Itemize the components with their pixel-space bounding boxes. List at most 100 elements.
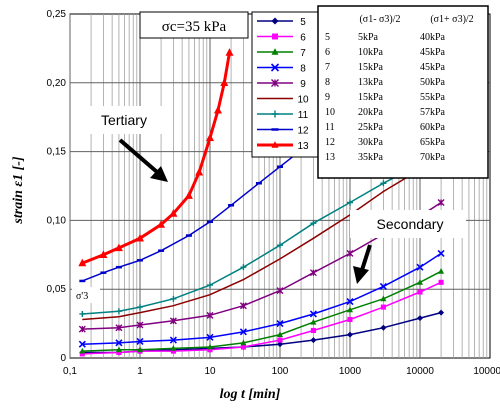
table-cell: 7 <box>325 62 330 73</box>
series-layer <box>78 48 445 357</box>
series-point-8 <box>169 336 177 344</box>
table-header-mean: (σ1+ σ3)/2 <box>430 14 473 25</box>
series-point-6 <box>116 349 122 356</box>
series-point-5 <box>417 315 423 322</box>
table-cell: 20kPa <box>358 107 384 118</box>
legend-label-9: 9 <box>300 79 306 90</box>
table-cell: 70kPa <box>420 152 446 163</box>
series-point-8 <box>136 337 144 346</box>
legend-label-7: 7 <box>300 48 306 59</box>
series-point-8 <box>416 263 424 271</box>
legend-marker-5 <box>271 17 279 25</box>
series-point-7 <box>380 295 387 302</box>
series-point-8 <box>309 310 317 318</box>
series-point-8 <box>346 298 354 306</box>
series-point-5 <box>310 337 317 344</box>
series-point-6 <box>310 327 316 334</box>
confining-stress-box: σc=35 kPa <box>139 11 249 39</box>
legend-marker-8 <box>270 63 280 72</box>
tertiary-arrowhead <box>150 166 168 182</box>
tertiary-annotation: Tertiary <box>76 106 172 182</box>
x-tick-label: 10 <box>204 366 216 377</box>
table-cell: 55kPa <box>420 92 446 103</box>
legend-label-5: 5 <box>300 17 306 28</box>
series-point-9 <box>346 249 354 257</box>
series-point-6 <box>417 289 423 295</box>
series-point-11 <box>207 282 213 289</box>
table-cell: 13kPa <box>358 77 384 88</box>
series-point-8 <box>239 328 247 336</box>
series-point-13 <box>78 258 87 267</box>
y-tick-label: 0 <box>60 353 66 364</box>
series-point-7 <box>207 343 213 350</box>
series-point-8 <box>78 340 86 348</box>
table-cell: 40kPa <box>420 32 446 43</box>
series-point-9 <box>78 325 86 333</box>
series-point-6 <box>240 344 246 350</box>
table-cell: 65kPa <box>420 137 446 148</box>
legend-label-13: 13 <box>297 141 309 152</box>
tertiary-arrow <box>118 138 159 174</box>
series-point-7 <box>438 268 445 274</box>
legend-marker-13 <box>271 141 279 148</box>
legend-label-11: 11 <box>298 110 309 121</box>
x-tick-label: 1000 <box>339 366 362 377</box>
table-cell: 60kPa <box>420 122 446 133</box>
legend-marker-11 <box>271 110 279 118</box>
series-point-9 <box>115 324 123 332</box>
series-point-7 <box>310 318 317 325</box>
series-point-13 <box>184 191 193 199</box>
table-cell: 30kPa <box>358 137 384 148</box>
table-cell: 11 <box>325 122 335 133</box>
series-point-6 <box>170 348 176 354</box>
series-point-13 <box>157 220 166 228</box>
series-point-9 <box>276 287 284 295</box>
series-point-9 <box>169 317 177 325</box>
table-cell: 25kPa <box>358 122 384 133</box>
table-cell: 13 <box>325 152 335 163</box>
series-point-7 <box>115 346 122 353</box>
legend-label-10: 10 <box>297 95 309 106</box>
secondary-label: Secondary <box>377 216 444 232</box>
secondary-annotation: Secondary <box>350 210 466 284</box>
table-cell: 45kPa <box>420 47 446 58</box>
legend: 5 6 7 8 9 10 11 12 13 <box>251 11 319 158</box>
y-tick-label: 0,25 <box>47 9 67 20</box>
y-tick-label: 0,05 <box>47 284 67 295</box>
series-point-13 <box>195 167 204 176</box>
table-cell: 45kPa <box>420 62 446 73</box>
series-point-8 <box>276 320 284 328</box>
series-line-10 <box>82 168 421 321</box>
series-point-6 <box>347 316 353 323</box>
sigma3-label: σ'3 <box>76 291 88 302</box>
series-point-11 <box>310 220 317 227</box>
series-point-13 <box>206 133 214 142</box>
series-point-11 <box>347 199 353 206</box>
confining-stress-label: σc=35 kPa <box>162 19 227 35</box>
x-tick-label: 0,1 <box>63 366 77 377</box>
y-tick-label: 0,15 <box>47 147 67 158</box>
series-point-7 <box>347 306 353 313</box>
table-header-deviator: (σ1- σ3)/2 <box>359 14 400 25</box>
series-point-13 <box>99 250 108 258</box>
y-tick-label: 0,20 <box>47 78 67 89</box>
x-tick-label: 1 <box>137 366 143 377</box>
tertiary-label: Tertiary <box>101 112 147 128</box>
series-point-13 <box>220 78 229 86</box>
series-point-13 <box>169 209 178 217</box>
series-point-13 <box>136 233 144 242</box>
series-point-5 <box>347 331 353 338</box>
series-point-7 <box>240 339 247 346</box>
table-cell: 6 <box>325 47 330 58</box>
series-point-11 <box>240 264 247 271</box>
series-point-9 <box>309 269 317 277</box>
series-point-8 <box>115 339 123 347</box>
series-point-8 <box>437 249 445 257</box>
series-point-6 <box>380 304 386 310</box>
series-point-6 <box>438 279 444 285</box>
series-line-7 <box>82 270 442 352</box>
legend-marker-6 <box>272 33 278 40</box>
series-line-8 <box>82 252 442 345</box>
